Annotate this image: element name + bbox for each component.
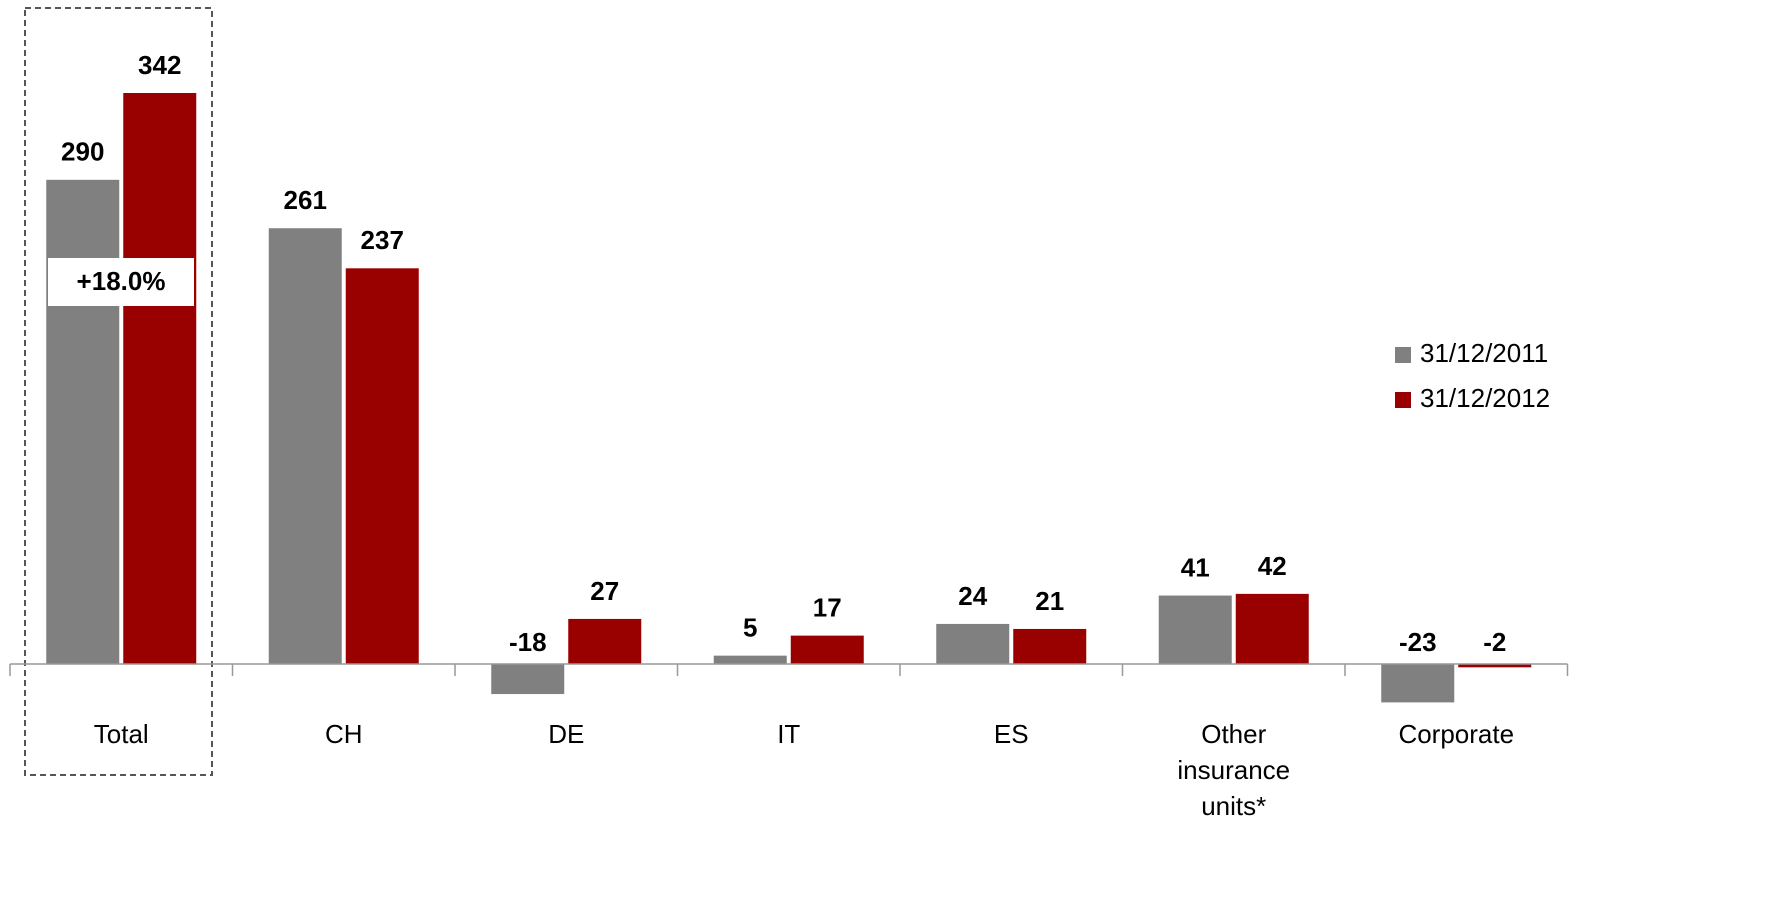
bar xyxy=(1458,664,1532,668)
value-label: 261 xyxy=(284,185,327,215)
bar xyxy=(568,618,642,664)
bar xyxy=(790,635,864,664)
value-label: 237 xyxy=(361,225,404,255)
highlight-box xyxy=(24,7,213,776)
bar xyxy=(491,664,565,695)
bar xyxy=(1235,593,1309,664)
value-label: 5 xyxy=(743,613,757,643)
value-label: 17 xyxy=(813,592,842,622)
legend-label: 31/12/2011 xyxy=(1420,338,1548,368)
bar xyxy=(1381,664,1455,703)
bar xyxy=(1013,628,1087,664)
value-label: 342 xyxy=(138,50,181,80)
x-tick-label: CH xyxy=(324,719,363,749)
annotation: +18.0% xyxy=(77,266,166,296)
bar xyxy=(268,228,342,664)
value-label: 21 xyxy=(1035,586,1064,616)
legend-swatch xyxy=(1395,347,1411,363)
bar xyxy=(713,655,787,664)
value-label: 27 xyxy=(590,576,619,606)
x-tick-label: ES xyxy=(993,719,1029,749)
value-label: -18 xyxy=(509,627,547,657)
annotation-box xyxy=(48,258,194,306)
value-label: 41 xyxy=(1181,552,1210,582)
bar xyxy=(936,623,1010,664)
bar xyxy=(46,179,120,664)
x-tick-label: DE xyxy=(548,719,585,749)
value-label: 42 xyxy=(1258,551,1287,581)
x-tick-label: Corporate xyxy=(1398,719,1515,749)
legend-swatch xyxy=(1395,392,1411,408)
x-tick-label: Other insurance units* xyxy=(1177,719,1291,821)
bar xyxy=(123,93,197,664)
legend-label: 31/12/2012 xyxy=(1420,383,1550,413)
x-tick-label: Total xyxy=(93,719,149,749)
value-label: -23 xyxy=(1399,627,1437,657)
value-label: -2 xyxy=(1483,627,1506,657)
bar xyxy=(345,268,419,664)
value-label: 24 xyxy=(958,581,987,611)
x-tick-label: IT xyxy=(777,719,801,749)
value-label: 290 xyxy=(61,137,104,167)
bar xyxy=(1158,595,1232,664)
